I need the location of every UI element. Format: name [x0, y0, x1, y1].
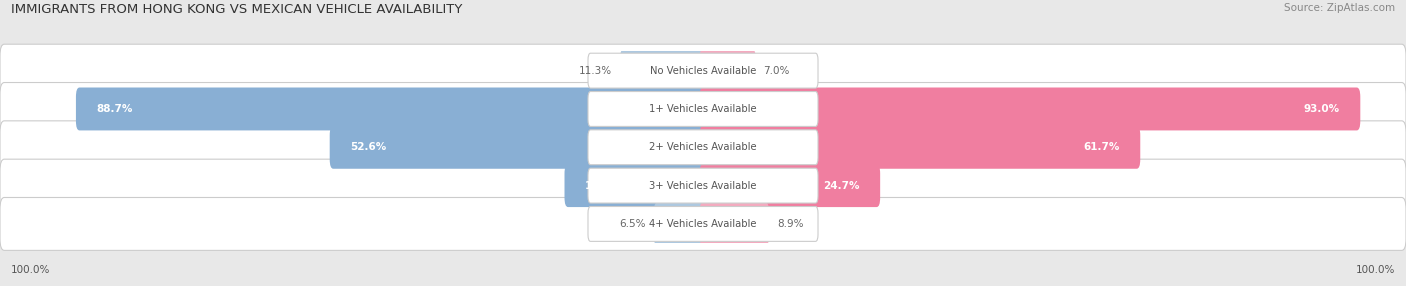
FancyBboxPatch shape [0, 198, 1406, 250]
FancyBboxPatch shape [588, 206, 818, 241]
FancyBboxPatch shape [654, 202, 707, 245]
FancyBboxPatch shape [565, 164, 707, 207]
FancyBboxPatch shape [700, 202, 769, 245]
FancyBboxPatch shape [588, 168, 818, 203]
FancyBboxPatch shape [700, 164, 880, 207]
FancyBboxPatch shape [700, 88, 1361, 130]
Text: 52.6%: 52.6% [350, 142, 387, 152]
Text: 2+ Vehicles Available: 2+ Vehicles Available [650, 142, 756, 152]
Text: 93.0%: 93.0% [1303, 104, 1340, 114]
FancyBboxPatch shape [700, 126, 1140, 169]
FancyBboxPatch shape [76, 88, 707, 130]
Text: No Vehicles Available: No Vehicles Available [650, 66, 756, 76]
Text: 8.9%: 8.9% [778, 219, 803, 229]
Text: 88.7%: 88.7% [96, 104, 132, 114]
Text: 61.7%: 61.7% [1084, 142, 1119, 152]
Text: 3+ Vehicles Available: 3+ Vehicles Available [650, 181, 756, 190]
Text: 19.2%: 19.2% [585, 181, 621, 190]
Text: 6.5%: 6.5% [620, 219, 647, 229]
Text: 100.0%: 100.0% [11, 265, 51, 275]
Text: 11.3%: 11.3% [579, 66, 613, 76]
FancyBboxPatch shape [0, 159, 1406, 212]
FancyBboxPatch shape [329, 126, 707, 169]
Text: 7.0%: 7.0% [763, 66, 790, 76]
FancyBboxPatch shape [588, 92, 818, 126]
FancyBboxPatch shape [588, 53, 818, 88]
FancyBboxPatch shape [588, 130, 818, 165]
Text: 24.7%: 24.7% [824, 181, 860, 190]
Text: 1+ Vehicles Available: 1+ Vehicles Available [650, 104, 756, 114]
FancyBboxPatch shape [620, 49, 707, 92]
FancyBboxPatch shape [0, 83, 1406, 135]
FancyBboxPatch shape [0, 44, 1406, 97]
Text: Source: ZipAtlas.com: Source: ZipAtlas.com [1284, 3, 1395, 13]
Text: IMMIGRANTS FROM HONG KONG VS MEXICAN VEHICLE AVAILABILITY: IMMIGRANTS FROM HONG KONG VS MEXICAN VEH… [11, 3, 463, 16]
Text: 4+ Vehicles Available: 4+ Vehicles Available [650, 219, 756, 229]
FancyBboxPatch shape [0, 121, 1406, 174]
Text: 100.0%: 100.0% [1355, 265, 1395, 275]
FancyBboxPatch shape [700, 49, 756, 92]
